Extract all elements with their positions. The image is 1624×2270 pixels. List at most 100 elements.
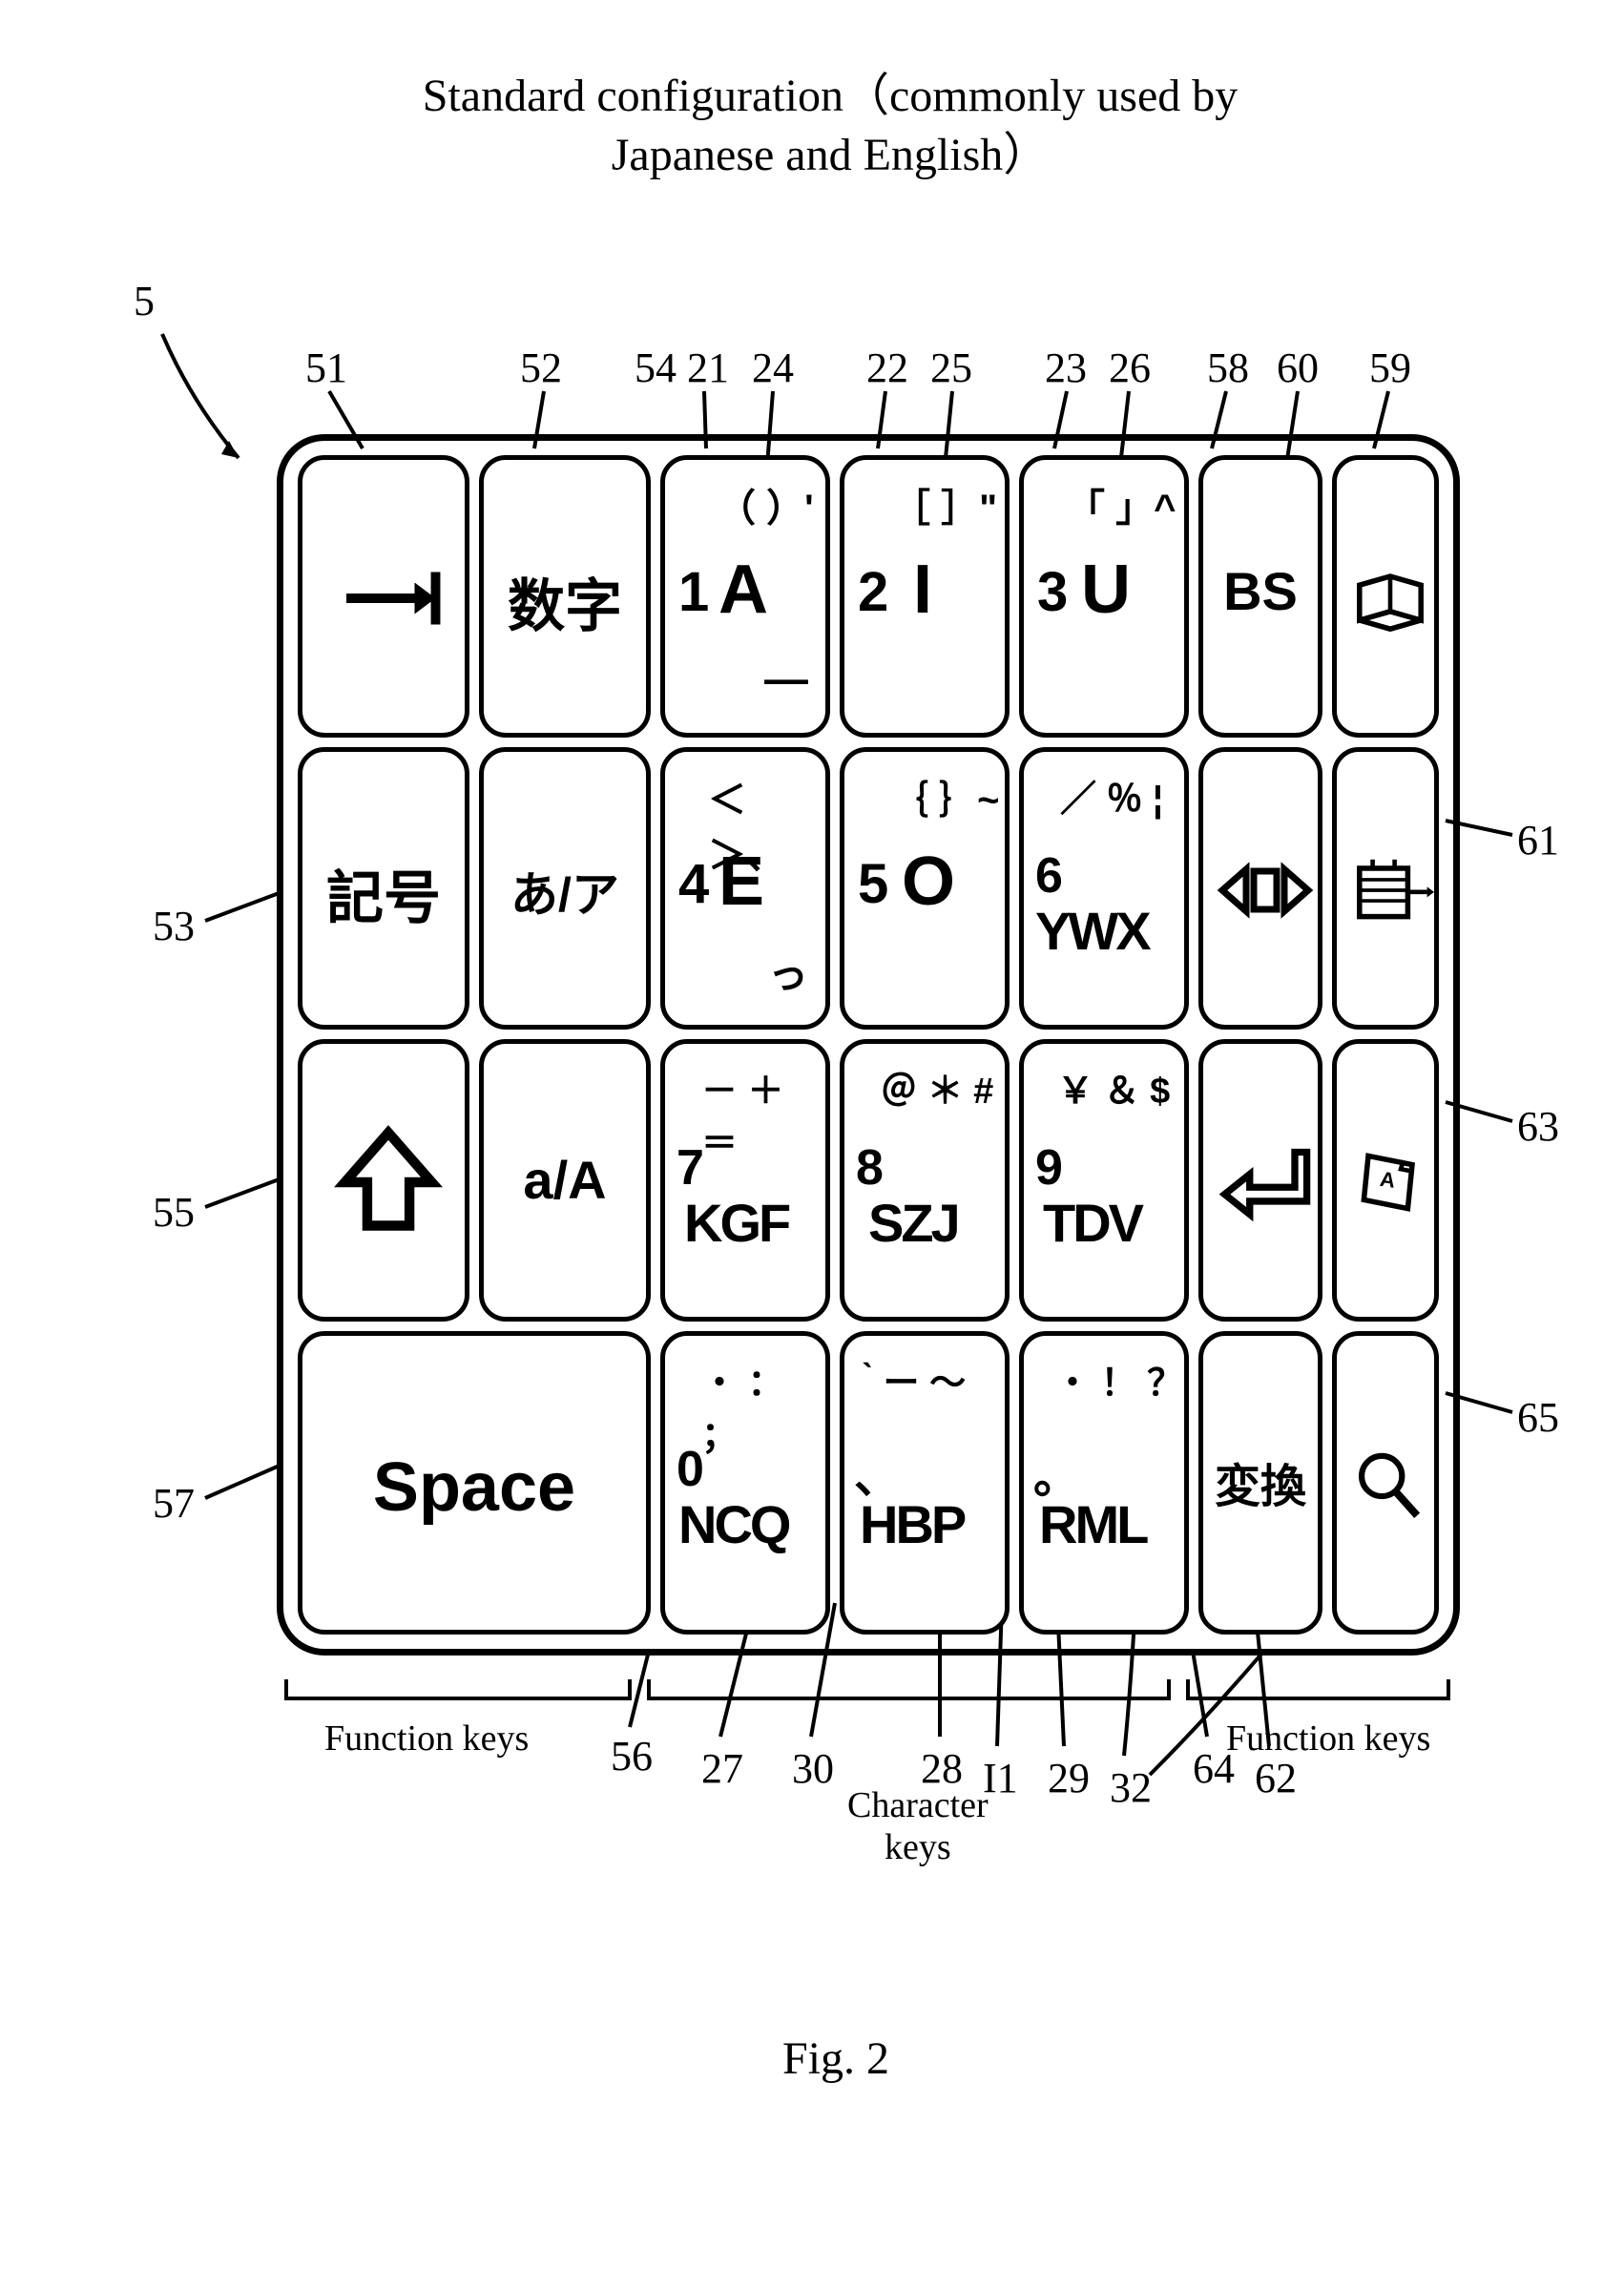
key-space[interactable]: Space	[298, 1331, 651, 1635]
ref-25: 25	[930, 344, 972, 392]
key-9[interactable]: ￥ ＆ $ 9 TDV	[1019, 1039, 1189, 1322]
key-alpha-label: a/A	[484, 1149, 646, 1211]
key-0[interactable]: ・ ： ； 0 NCQ	[660, 1331, 830, 1635]
ref-59: 59	[1369, 344, 1411, 392]
key-bs-label: BS	[1203, 560, 1318, 622]
title-line-1: Standard configuration（commonly used by	[423, 71, 1239, 121]
ref-65: 65	[1517, 1393, 1559, 1442]
key-3-main: U	[1081, 551, 1131, 629]
tab-arrow-icon	[322, 546, 455, 651]
key-6-main: YWX	[1035, 900, 1149, 962]
ref-63: 63	[1517, 1102, 1559, 1151]
figure-title: Standard configuration（commonly used by …	[401, 67, 1260, 186]
key-2-num: 2	[858, 560, 888, 624]
key-5-num: 5	[858, 852, 888, 916]
key-7-main: KGF	[684, 1192, 788, 1254]
key-numeric[interactable]: 数字	[479, 455, 651, 738]
key-note[interactable]: A	[1332, 1039, 1439, 1322]
key-numeric-label: 数字	[484, 560, 646, 643]
key-7-sym: － ＋ ＝	[701, 1061, 825, 1166]
key-5-sym: ｛ ｝~	[890, 769, 999, 824]
key-symbol[interactable]: 記号	[298, 747, 469, 1030]
key-alpha[interactable]: a/A	[479, 1039, 651, 1322]
cursor-lr-icon	[1213, 843, 1318, 938]
key-shift[interactable]	[298, 1039, 469, 1322]
ref-60: 60	[1277, 344, 1319, 392]
ref-52: 52	[520, 344, 562, 392]
key-enter[interactable]	[1198, 1039, 1322, 1322]
key-5-main: O	[902, 843, 955, 921]
ref-51: 51	[305, 344, 347, 392]
key-9-num: 9	[1035, 1139, 1063, 1197]
key-period-main: RML	[1039, 1493, 1146, 1555]
key-comma-main: HBP	[860, 1493, 964, 1555]
key-search[interactable]	[1332, 1331, 1439, 1635]
key-1-sub: —	[764, 653, 808, 704]
key-space-label: Space	[302, 1448, 646, 1527]
ref-29: 29	[1048, 1754, 1090, 1802]
ref-26: 26	[1109, 344, 1151, 392]
key-1-num: 1	[678, 560, 709, 624]
ref-61: 61	[1517, 816, 1559, 864]
key-1[interactable]: （ ）' 1 A —	[660, 455, 830, 738]
shift-arrow-icon	[326, 1115, 450, 1249]
key-4-num: 4	[678, 852, 709, 916]
key-4[interactable]: ＜ ＞、 4 E っ	[660, 747, 830, 1030]
key-kana[interactable]: あ/ア	[479, 747, 651, 1030]
ref-5: 5	[134, 277, 155, 325]
key-9-sym: ￥ ＆ $	[1057, 1061, 1170, 1114]
key-0-num: 0	[677, 1441, 704, 1498]
key-2-main: I	[913, 551, 932, 629]
key-kana-label: あ/ア	[484, 857, 646, 926]
ref-30: 30	[792, 1744, 834, 1793]
key-6-num: 6	[1035, 847, 1063, 905]
label-character-keys: Character keys	[847, 1784, 989, 1868]
ref-27: 27	[701, 1744, 743, 1793]
key-8-main: SZJ	[868, 1192, 958, 1254]
key-dictionary[interactable]	[1332, 455, 1439, 738]
key-3-num: 3	[1037, 560, 1068, 624]
key-5[interactable]: ｛ ｝~ 5 O	[840, 747, 1010, 1030]
key-convert[interactable]: 変換	[1198, 1331, 1322, 1635]
ref-32: 32	[1110, 1763, 1152, 1812]
label-left-function-keys: Function keys	[324, 1718, 529, 1760]
patent-figure: Standard configuration（commonly used by …	[38, 38, 1584, 2214]
key-symbol-label: 記号	[302, 852, 465, 935]
key-4-main: E	[718, 843, 764, 921]
key-8-sym: ＠ ＊ #	[881, 1061, 993, 1114]
ref-23: 23	[1045, 344, 1087, 392]
key-comma-sym: ̀ ー 〜	[873, 1353, 966, 1406]
key-calc[interactable]	[1332, 747, 1439, 1030]
key-8[interactable]: ＠ ＊ # 8 SZJ	[840, 1039, 1010, 1322]
key-convert-label: 変換	[1203, 1448, 1318, 1515]
abacus-icon	[1346, 833, 1434, 948]
key-7-num: 7	[677, 1139, 704, 1197]
key-2-sym: ［ ］"	[892, 477, 997, 532]
key-3[interactable]: 「 」^ 3 U	[1019, 455, 1189, 738]
magnifier-icon	[1348, 1431, 1432, 1541]
key-tab[interactable]	[298, 455, 469, 738]
key-8-num: 8	[856, 1139, 884, 1197]
key-cursor[interactable]	[1198, 747, 1322, 1030]
ref-57: 57	[153, 1479, 195, 1528]
keyboard: 数字 （ ）' 1 A — ［ ］" 2 I 「 」^ 3 U BS	[277, 434, 1460, 1656]
key-period-sym: ・ ！ ？	[1054, 1353, 1183, 1406]
label-right-function-keys: Function keys	[1226, 1718, 1430, 1760]
svg-text:A: A	[1379, 1167, 1397, 1193]
key-7[interactable]: － ＋ ＝ 7 KGF	[660, 1039, 830, 1322]
ref-22: 22	[866, 344, 908, 392]
key-backspace[interactable]: BS	[1198, 455, 1322, 738]
key-0-sym: ・ ： ；	[701, 1353, 825, 1458]
key-3-sym: 「 」^	[1067, 477, 1176, 532]
figure-caption: Fig. 2	[782, 2032, 889, 2085]
title-line-2: Japanese and English）	[612, 130, 1050, 180]
key-comma[interactable]: ̀ ー 〜 、 HBP	[840, 1331, 1010, 1635]
key-6[interactable]: ／ ％ ¦ 6 YWX	[1019, 747, 1189, 1030]
ref-54: 54	[635, 344, 677, 392]
note-icon: A	[1346, 1125, 1434, 1239]
ref-55: 55	[153, 1188, 195, 1237]
key-2[interactable]: ［ ］" 2 I	[840, 455, 1010, 738]
ref-24: 24	[752, 344, 794, 392]
book-icon	[1346, 546, 1434, 651]
key-period[interactable]: ・ ！ ？ 。 RML	[1019, 1331, 1189, 1635]
